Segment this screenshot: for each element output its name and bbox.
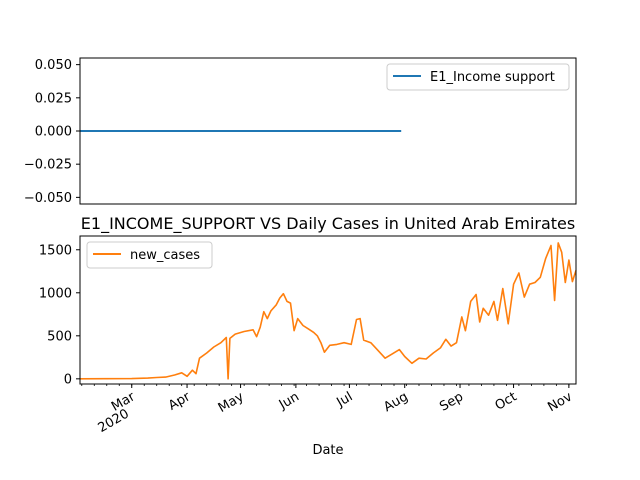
bottom-x-tick-label: Jul	[333, 389, 355, 410]
top-y-tick-label: 0.025	[35, 91, 72, 106]
top-legend-box	[386, 63, 570, 91]
top-axes-frame	[79, 57, 577, 205]
bottom-legend-label: new_cases	[130, 248, 200, 263]
bottom-chart-title: E1_INCOME_SUPPORT VS Daily Cases in Unit…	[81, 214, 575, 234]
top-legend-label: E1_Income support	[430, 70, 555, 85]
bottom-series-line	[79, 242, 577, 380]
bottom-y-tick-label: 1000	[39, 286, 72, 301]
top-y-tick-label: −0.025	[24, 158, 72, 173]
bottom-y-tick-label: 500	[47, 329, 72, 344]
x-axis-label: Date	[312, 443, 343, 458]
top-y-tick-label: −0.050	[24, 191, 72, 206]
bottom-legend: new_cases	[86, 241, 213, 269]
bottom-y-tick-label: 0	[64, 372, 72, 387]
top-legend: E1_Income support	[386, 63, 570, 91]
bottom-y-tick-label: 1500	[39, 243, 72, 258]
top-chart: 0.050 0.025 0.000 −0.025 −0.050 E1_Income su…	[24, 57, 577, 206]
top-y-tick-label: 0.000	[35, 125, 72, 140]
bottom-series-lines	[79, 242, 577, 380]
top-y-ticks: 0.050 0.025 0.000 −0.025 −0.050	[24, 58, 80, 206]
top-y-tick-label: 0.050	[35, 58, 72, 73]
bottom-axes-frame	[79, 235, 577, 385]
bottom-legend-box	[86, 241, 213, 269]
bottom-y-ticks: 0 500 1000 1500	[39, 243, 80, 387]
